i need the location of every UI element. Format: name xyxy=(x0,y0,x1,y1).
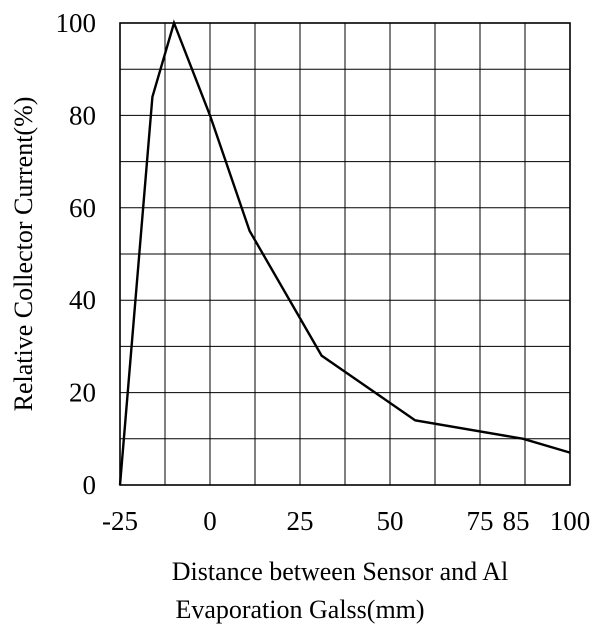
x-tick-label: 75 xyxy=(467,506,494,536)
x-tick-label: 85 xyxy=(503,506,530,536)
x-tick-label: -25 xyxy=(102,506,138,536)
y-tick-label: 80 xyxy=(69,100,96,130)
x-axis-label-line1: Distance between Sensor and Al xyxy=(172,557,508,586)
y-tick-label: 40 xyxy=(69,285,96,315)
y-tick-label: 0 xyxy=(83,470,97,500)
y-tick-label: 60 xyxy=(69,193,96,223)
y-tick-label: 100 xyxy=(56,8,97,38)
grid xyxy=(120,23,570,485)
series-line xyxy=(118,19,571,486)
x-tick-label: 50 xyxy=(377,506,404,536)
x-tick-labels: -25 0 25 50 75 85 100 xyxy=(102,506,590,536)
x-axis-label-line2: Evaporation Galss(mm) xyxy=(175,595,424,624)
x-tick-label: 25 xyxy=(287,506,314,536)
plot-frame xyxy=(119,22,571,486)
series-layer xyxy=(118,19,571,486)
y-tick-labels: 0 20 40 60 80 100 xyxy=(56,8,97,500)
x-tick-label: 100 xyxy=(550,506,591,536)
x-tick-label: 0 xyxy=(203,506,217,536)
y-tick-label: 20 xyxy=(69,378,96,408)
y-axis-label: Relative Collector Current(%) xyxy=(9,97,38,412)
